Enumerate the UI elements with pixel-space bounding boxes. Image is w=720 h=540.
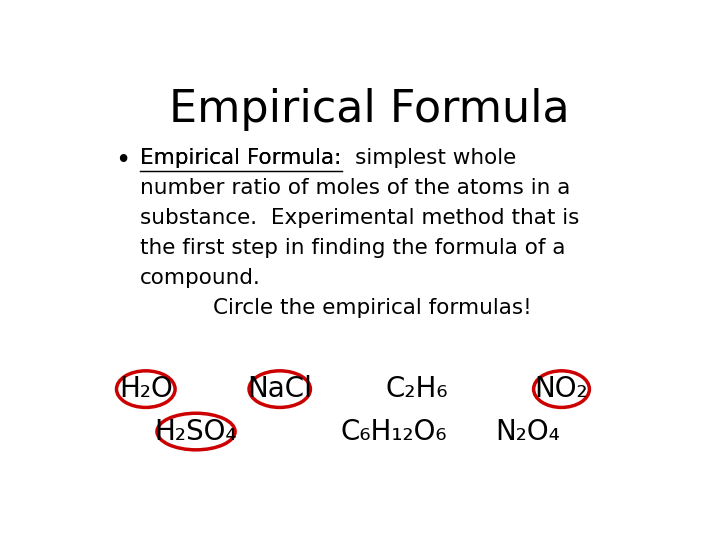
Text: compound.: compound.: [140, 268, 261, 288]
Text: number ratio of moles of the atoms in a: number ratio of moles of the atoms in a: [140, 178, 570, 198]
Text: H₂O: H₂O: [119, 375, 173, 403]
Text: H₂SO₄: H₂SO₄: [155, 417, 238, 446]
Text: NO₂: NO₂: [535, 375, 588, 403]
Text: C₆H₁₂O₆: C₆H₁₂O₆: [341, 417, 447, 446]
Text: Empirical Formula:: Empirical Formula:: [140, 148, 341, 168]
Text: •: •: [115, 148, 130, 174]
Text: Empirical Formula:: Empirical Formula:: [0, 539, 1, 540]
Text: C₂H₆: C₂H₆: [385, 375, 448, 403]
Text: Circle the empirical formulas!: Circle the empirical formulas!: [213, 298, 531, 318]
Text: N₂O₄: N₂O₄: [495, 417, 560, 446]
Text: substance.  Experimental method that is: substance. Experimental method that is: [140, 208, 580, 228]
Text: NaCl: NaCl: [247, 375, 312, 403]
Text: Empirical Formula:  simplest whole: Empirical Formula: simplest whole: [140, 148, 516, 168]
Text: Empirical Formula: Empirical Formula: [168, 87, 570, 131]
Text: the first step in finding the formula of a: the first step in finding the formula of…: [140, 238, 566, 258]
